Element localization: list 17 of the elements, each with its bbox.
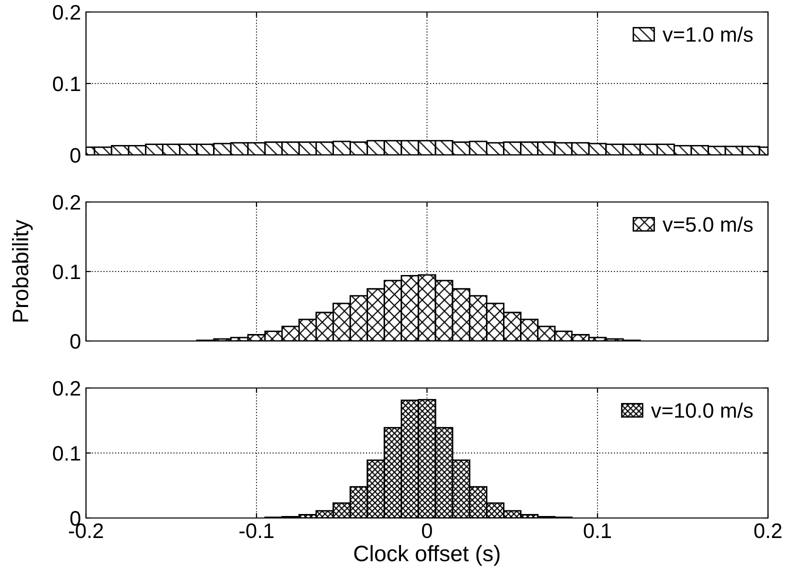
x-tick-label: 0.2 xyxy=(754,523,782,538)
x-axis-title: Clock offset (s) xyxy=(354,545,500,566)
y-tick-label: 0.2 xyxy=(52,5,80,20)
y-axis-title: Probability xyxy=(12,220,33,322)
y-tick-label: 0 xyxy=(70,334,80,349)
y-tick-label: 0.2 xyxy=(52,195,80,210)
y-tick-label: 0.1 xyxy=(52,446,80,461)
x-tick-label: 0.1 xyxy=(584,523,611,538)
legend-label: v=1.0 m/s xyxy=(662,26,753,42)
x-tick-label: -0.1 xyxy=(239,523,274,538)
x-tick-label: 0 xyxy=(422,523,432,538)
legend-label: v=5.0 m/s xyxy=(662,216,753,232)
legend-label: v=10.0 m/s xyxy=(651,402,753,418)
y-tick-label: 0.2 xyxy=(52,381,80,396)
y-tick-label: 0 xyxy=(70,148,80,163)
y-tick-label: 0.1 xyxy=(52,264,80,280)
y-tick-label: 0.1 xyxy=(52,76,80,92)
